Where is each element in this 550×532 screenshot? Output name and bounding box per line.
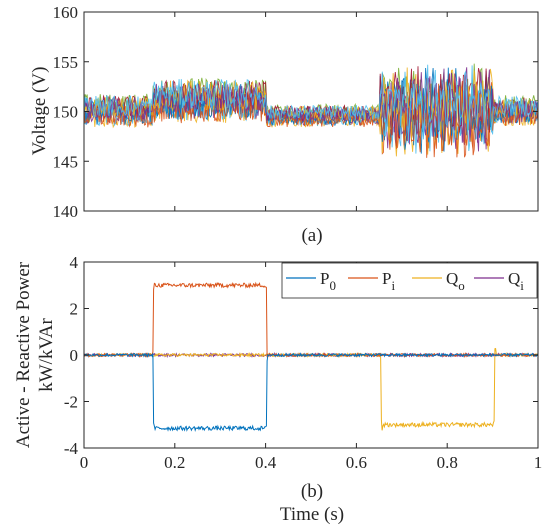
panel-b-ylabel: Active - Reactive Power: [13, 261, 34, 448]
panel-a-series-group: [83, 63, 539, 158]
panel-a-series-line: [83, 64, 539, 140]
legend-box: [281, 262, 538, 299]
panel-b-label: (b): [301, 481, 323, 502]
panel-a-ytick-label: 160: [53, 3, 79, 22]
panel-b-xtick-label: 0.4: [255, 453, 277, 472]
panel-b: -4 -2 0 2 4 0 0.2 0.4 0.6 0.8 1 (b) Time (s) Activ…: [13, 253, 542, 525]
panel-b-xtick-label: 1: [534, 453, 543, 472]
panel-a-ytick-label: 145: [53, 152, 79, 171]
panel-a-ylabel: Voltage (V): [29, 67, 50, 156]
panel-b-ytick-label: 2: [70, 300, 79, 319]
panel-b-ytick-label: -4: [64, 439, 79, 458]
panel-a-ytick-label: 150: [53, 103, 79, 122]
panel-b-series-line-p-0: [83, 352, 539, 433]
legend-label: Pi: [382, 269, 395, 293]
panel-a-ticks: 140 145 150 155 160: [53, 3, 539, 221]
panel-b-axes-box: [83, 261, 539, 449]
legend-label: Qo: [446, 269, 465, 293]
panel-a: 140 145 150 155 160 (a) Voltage (V): [29, 3, 539, 246]
panel-a-series-line: [83, 67, 539, 145]
panel-b-ticks: -4 -2 0 2 4 0 0.2 0.4 0.6 0.8 1: [64, 253, 542, 472]
panel-b-xtick-label: 0.6: [346, 453, 367, 472]
panel-b-xtick-label: 0.2: [164, 453, 185, 472]
panel-a-label: (a): [301, 225, 322, 246]
panel-b-ylabel-units: kW/kVAr: [36, 318, 57, 392]
legend-label: P0: [320, 269, 336, 293]
panel-b-series-group: [83, 281, 539, 433]
panel-b-ytick-label: 0: [70, 346, 79, 365]
panel-b-xtick-label: 0: [80, 453, 89, 472]
panel-b-xtick-label: 0.8: [437, 453, 458, 472]
panel-a-axes-box: [83, 11, 539, 212]
panel-a-ytick-label: 140: [53, 202, 79, 221]
panel-b-xlabel: Time (s): [280, 504, 344, 525]
legend-label: Qi: [508, 269, 524, 293]
legend: P0 Pi Qo Qi: [281, 262, 538, 299]
panel-b-ytick-label: 4: [70, 253, 79, 272]
panel-a-ytick-label: 155: [53, 53, 79, 72]
panel-b-ytick-label: -2: [64, 393, 78, 412]
